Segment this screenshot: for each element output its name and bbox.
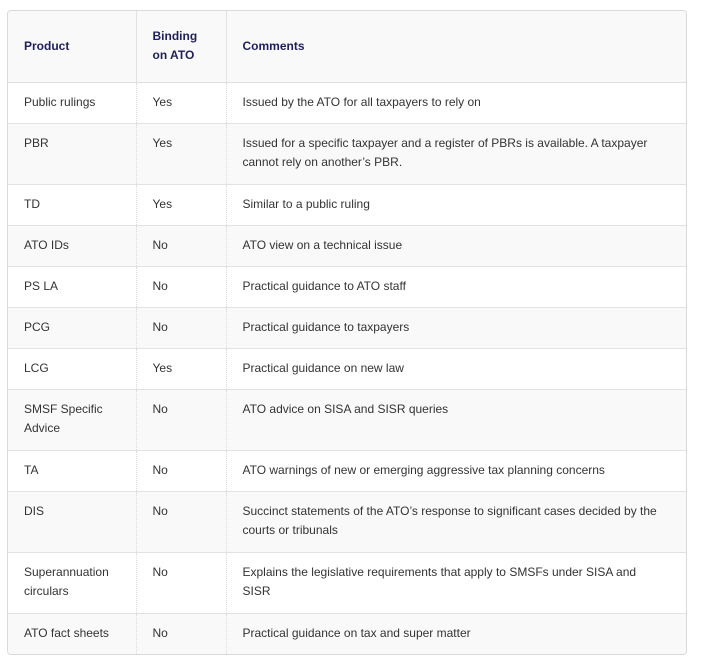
- table-row: TD Yes Similar to a public ruling: [8, 183, 686, 225]
- cell-comments: Issued for a specific taxpayer and a reg…: [225, 122, 686, 184]
- cell-binding: Yes: [135, 183, 226, 225]
- cell-binding: No: [135, 224, 226, 266]
- products-table-container: Product Binding on ATO Comments Public r…: [7, 10, 687, 655]
- cell-binding: No: [135, 265, 226, 307]
- table-row: TA No ATO warnings of new or emerging aggr…: [8, 449, 686, 491]
- cell-comments: Practical guidance to taxpayers: [225, 306, 686, 348]
- cell-product: DIS: [8, 490, 136, 552]
- cell-product: SMSF Specific Advice: [8, 388, 136, 450]
- cell-comments: Similar to a public ruling: [225, 183, 686, 225]
- cell-comments: Practical guidance to ATO staff: [225, 265, 686, 307]
- header-comments: Comments: [225, 11, 686, 83]
- table-row: PCG No Practical guidance to taxpayers: [8, 306, 686, 348]
- cell-product: Superannuation circulars: [8, 551, 136, 613]
- table-header-row: Product Binding on ATO Comments: [8, 11, 686, 83]
- table-row: DIS No Succinct statements of the ATO’s re…: [8, 490, 686, 552]
- header-binding: Binding on ATO: [135, 11, 226, 83]
- cell-comments: ATO view on a technical issue: [225, 224, 686, 266]
- cell-binding: No: [135, 449, 226, 491]
- cell-product: PS LA: [8, 265, 136, 307]
- cell-binding: No: [135, 551, 226, 613]
- table-row: Public rulings Yes Issued by the ATO for a…: [8, 81, 686, 123]
- cell-product: TD: [8, 183, 136, 225]
- products-table: Product Binding on ATO Comments Public r…: [8, 11, 686, 654]
- cell-binding: No: [135, 490, 226, 552]
- table-row: ATO fact sheets No Practical guidance on t…: [8, 612, 686, 654]
- cell-comments: Issued by the ATO for all taxpayers to r…: [225, 81, 686, 123]
- table-row: LCG Yes Practical guidance on new law: [8, 347, 686, 389]
- cell-product: TA: [8, 449, 136, 491]
- header-product: Product: [8, 11, 136, 83]
- cell-comments: Succinct statements of the ATO’s respons…: [225, 490, 686, 552]
- table-row: PS LA No Practical guidance to ATO staff: [8, 265, 686, 307]
- cell-binding: No: [135, 306, 226, 348]
- cell-comments: Explains the legislative requirements th…: [225, 551, 686, 613]
- cell-comments: Practical guidance on new law: [225, 347, 686, 389]
- cell-comments: ATO warnings of new or emerging aggressi…: [225, 449, 686, 491]
- table-row: ATO IDs No ATO view on a technical issue: [8, 224, 686, 266]
- cell-product: PBR: [8, 122, 136, 184]
- cell-product: PCG: [8, 306, 136, 348]
- cell-binding: Yes: [135, 347, 226, 389]
- table-row: Superannuation circulars No Explains the l…: [8, 551, 686, 613]
- cell-product: Public rulings: [8, 81, 136, 123]
- cell-product: LCG: [8, 347, 136, 389]
- cell-binding: No: [135, 388, 226, 450]
- cell-product: ATO IDs: [8, 224, 136, 266]
- cell-product: ATO fact sheets: [8, 612, 136, 654]
- cell-binding: Yes: [135, 81, 226, 123]
- cell-binding: Yes: [135, 122, 226, 184]
- cell-comments: Practical guidance on tax and super matt…: [225, 612, 686, 654]
- table-row: SMSF Specific Advice No ATO advice on SISA…: [8, 388, 686, 450]
- table-row: PBR Yes Issued for a specific taxpayer and…: [8, 122, 686, 184]
- cell-binding: No: [135, 612, 226, 654]
- cell-comments: ATO advice on SISA and SISR queries: [225, 388, 686, 450]
